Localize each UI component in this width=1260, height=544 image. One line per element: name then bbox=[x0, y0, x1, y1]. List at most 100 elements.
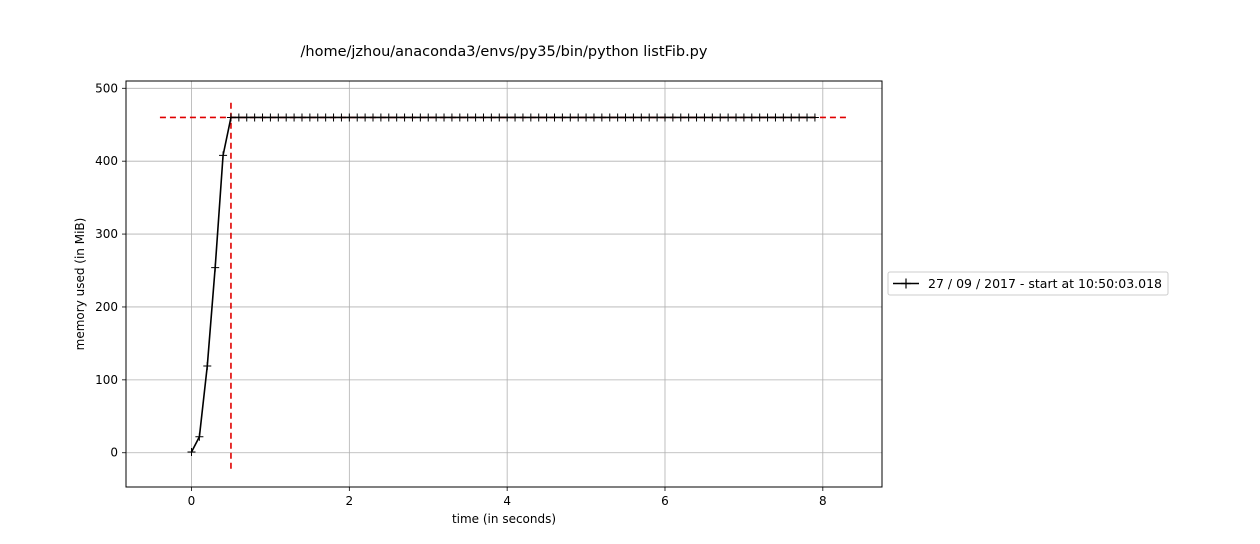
x-tick-label: 0 bbox=[188, 494, 196, 508]
y-tick-label: 100 bbox=[95, 373, 118, 387]
x-tick-label: 8 bbox=[819, 494, 827, 508]
data-point-marker bbox=[203, 362, 212, 370]
y-tick-label: 400 bbox=[95, 154, 118, 168]
data-point-marker bbox=[518, 113, 527, 122]
data-point-marker bbox=[369, 113, 377, 122]
data-point-marker bbox=[416, 113, 425, 122]
data-point-marker bbox=[400, 113, 409, 122]
data-point-marker bbox=[795, 113, 804, 122]
grid-lines bbox=[126, 81, 882, 487]
data-point-marker bbox=[392, 113, 401, 122]
data-point-marker bbox=[305, 113, 314, 122]
data-point-marker bbox=[574, 113, 583, 122]
data-point-marker bbox=[187, 448, 196, 457]
data-point-marker bbox=[195, 432, 204, 441]
plot-frame bbox=[125, 80, 883, 488]
data-point-marker bbox=[526, 113, 535, 122]
data-point-marker bbox=[637, 113, 646, 122]
y-tick-label: 200 bbox=[95, 300, 118, 314]
data-point-marker bbox=[226, 113, 235, 122]
x-tick-label: 6 bbox=[661, 494, 669, 508]
data-point-marker bbox=[463, 113, 472, 122]
data-point-marker bbox=[621, 113, 630, 122]
data-point-marker bbox=[250, 113, 259, 122]
data-point-marker bbox=[582, 113, 591, 122]
data-point-marker bbox=[787, 113, 796, 122]
data-point-marker bbox=[653, 113, 662, 122]
data-point-marker bbox=[345, 113, 354, 122]
data-point-marker bbox=[771, 113, 780, 122]
data-point-marker bbox=[629, 113, 638, 122]
data-point-marker bbox=[219, 151, 228, 160]
data-point-marker bbox=[408, 113, 417, 122]
legend: 27 / 09 / 2017 - start at 10:50:03.018 bbox=[887, 271, 1169, 296]
legend-marker-sample bbox=[901, 278, 911, 289]
data-point-marker bbox=[258, 113, 267, 122]
data-point-marker bbox=[337, 113, 346, 122]
data-point-marker bbox=[455, 113, 464, 122]
data-point-marker bbox=[597, 113, 606, 122]
y-axis-label: memory used (in MiB) bbox=[73, 218, 87, 351]
data-point-marker bbox=[779, 113, 788, 122]
data-point-marker bbox=[747, 113, 756, 122]
data-point-marker bbox=[313, 113, 322, 122]
data-point-marker bbox=[503, 113, 512, 122]
data-point-marker bbox=[739, 113, 748, 122]
axis-ticks: 0 2 4 6 8 0 100 200 300 400 500 bbox=[95, 81, 827, 508]
data-point-marker bbox=[321, 113, 330, 122]
data-point-marker bbox=[732, 113, 741, 122]
data-point-marker bbox=[613, 113, 622, 122]
data-point-marker bbox=[716, 113, 725, 122]
data-point-marker bbox=[668, 113, 677, 122]
data-point-marker bbox=[432, 113, 441, 122]
data-point-marker bbox=[471, 113, 480, 122]
legend-entry-label: 27 / 09 / 2017 - start at 10:50:03.018 bbox=[928, 276, 1162, 291]
data-point-marker bbox=[566, 113, 575, 122]
data-point-marker bbox=[242, 113, 251, 122]
data-point-marker bbox=[376, 113, 385, 122]
data-point-marker bbox=[724, 113, 733, 122]
data-point-marker bbox=[495, 113, 504, 122]
data-point-marker bbox=[274, 113, 283, 122]
data-point-marker bbox=[810, 113, 819, 122]
data-point-marker bbox=[353, 113, 362, 122]
data-point-marker bbox=[605, 113, 614, 122]
data-point-marker bbox=[234, 113, 243, 122]
data-point-marker bbox=[361, 113, 370, 122]
data-point-marker bbox=[660, 113, 669, 122]
x-tick-label: 2 bbox=[346, 494, 354, 508]
data-point-marker bbox=[700, 113, 709, 122]
y-tick-label: 0 bbox=[110, 446, 118, 460]
data-point-marker bbox=[542, 113, 551, 122]
data-point-marker bbox=[534, 113, 543, 122]
data-point-marker bbox=[424, 113, 433, 122]
x-tick-label: 4 bbox=[503, 494, 511, 508]
chart-title: /home/jzhou/anaconda3/envs/py35/bin/pyth… bbox=[301, 44, 708, 60]
data-point-marker bbox=[511, 113, 520, 122]
series-layer bbox=[187, 113, 819, 457]
data-point-marker bbox=[692, 113, 701, 122]
data-point-marker bbox=[550, 113, 559, 122]
data-point-marker bbox=[447, 113, 456, 122]
data-point-marker bbox=[487, 113, 496, 122]
data-point-marker bbox=[684, 113, 693, 122]
y-tick-label: 300 bbox=[95, 227, 118, 241]
data-point-marker bbox=[763, 113, 772, 122]
data-point-marker bbox=[282, 113, 291, 122]
x-axis-label: time (in seconds) bbox=[452, 512, 556, 526]
data-point-marker bbox=[645, 113, 654, 122]
data-point-marker bbox=[676, 113, 685, 122]
data-point-marker bbox=[803, 113, 812, 122]
data-point-marker bbox=[558, 113, 567, 122]
data-point-marker bbox=[440, 113, 449, 122]
data-point-marker bbox=[479, 113, 488, 122]
legend-frame bbox=[887, 271, 1169, 296]
series-line bbox=[190, 116, 815, 453]
data-point-marker bbox=[329, 113, 338, 122]
reference-lines bbox=[159, 99, 847, 469]
data-point-marker bbox=[266, 113, 275, 122]
data-point-marker bbox=[290, 113, 299, 122]
data-point-marker bbox=[708, 113, 717, 122]
